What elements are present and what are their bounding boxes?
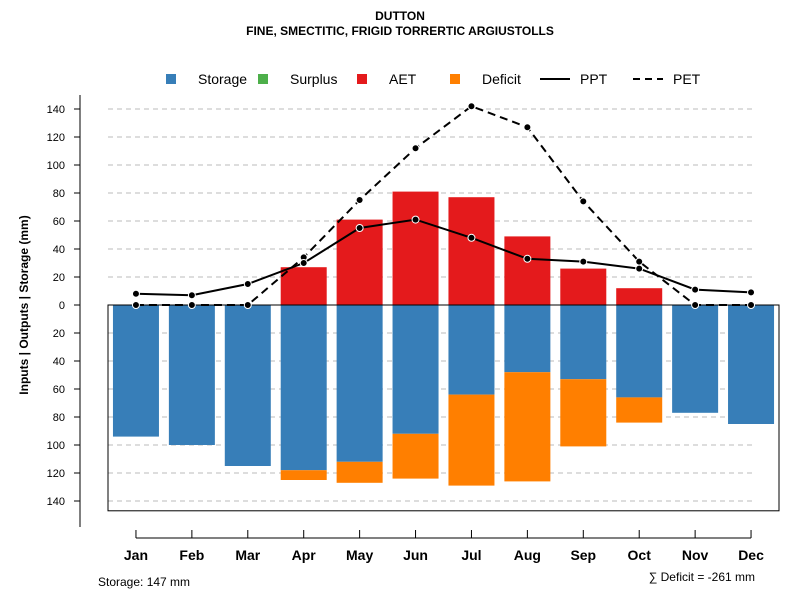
ppt-line <box>135 218 752 297</box>
legend-label: Deficit <box>482 71 521 87</box>
y-tick-label: 80 <box>53 188 65 200</box>
storage-bar <box>392 305 439 434</box>
aet-bar <box>392 191 439 305</box>
pet-point <box>579 197 588 206</box>
aet-bar <box>280 267 327 305</box>
y-tick-label: 100 <box>47 440 65 452</box>
ppt-point <box>747 288 756 297</box>
storage-bar <box>336 305 383 462</box>
storage-bar <box>224 305 271 466</box>
ppt-point <box>355 224 364 232</box>
x-tick-label: May <box>346 547 373 563</box>
legend-label: AET <box>389 71 417 87</box>
pet-point <box>187 301 196 309</box>
legend-swatch <box>357 74 367 84</box>
pet-point <box>523 123 532 132</box>
x-tick-label: Jan <box>124 547 148 563</box>
y-tick-label: 120 <box>47 132 65 144</box>
ppt-point <box>635 264 644 273</box>
aet-bar <box>336 219 383 305</box>
x-tick-label: Apr <box>292 547 317 563</box>
pet-point <box>131 301 140 309</box>
pet-point <box>691 301 700 309</box>
y-tick-label: 60 <box>53 216 65 228</box>
chart-subtitle: FINE, SMECTITIC, FRIGID TORRERTIC ARGIUS… <box>246 24 554 38</box>
ppt-point <box>579 257 588 266</box>
ppt-point <box>243 280 252 288</box>
aet-bar <box>560 268 607 305</box>
y-tick-label: 120 <box>47 468 65 480</box>
legend-label: PET <box>673 71 701 87</box>
legend-swatch <box>166 74 176 84</box>
pet-point <box>635 257 644 266</box>
y-tick-label: 0 <box>59 300 65 312</box>
deficit-bar <box>560 379 607 447</box>
y-tick-label: 20 <box>53 272 65 284</box>
ppt-point <box>411 215 420 224</box>
x-tick-label: Mar <box>235 547 260 563</box>
pet-point <box>243 301 252 309</box>
y-tick-label: 140 <box>47 496 65 508</box>
storage-bar <box>560 305 607 380</box>
y-tick-label: 80 <box>53 412 65 424</box>
ppt-point <box>131 289 140 298</box>
aet-bar <box>616 288 663 305</box>
storage-bar <box>112 305 159 437</box>
x-tick-label: Dec <box>738 547 764 563</box>
ppt-point <box>467 233 476 242</box>
ppt-point <box>691 285 700 294</box>
storage-bar <box>448 305 495 395</box>
pet-point <box>747 301 756 309</box>
y-tick-label: 40 <box>53 244 65 256</box>
storage-note: Storage: 147 mm <box>98 575 191 589</box>
ppt-point <box>299 259 308 267</box>
y-tick-label: 60 <box>53 384 65 396</box>
y-tick-label: 20 <box>53 328 65 340</box>
y-tick-label: 100 <box>47 160 65 172</box>
x-tick-label: Feb <box>179 547 204 563</box>
x-tick-label: Sep <box>570 547 596 563</box>
x-tick-label: Aug <box>514 547 541 563</box>
deficit-note: ∑ Deficit = -261 mm <box>648 570 755 584</box>
aet-bar <box>448 197 495 305</box>
deficit-bar <box>448 394 495 486</box>
legend-label: Storage <box>198 71 247 87</box>
storage-bar <box>672 305 719 413</box>
aet-bar <box>504 236 551 305</box>
legend-label: Surplus <box>290 71 337 87</box>
y-axis-label: Inputs | Outputs | Storage (mm) <box>17 215 31 394</box>
storage-bar <box>504 305 551 373</box>
ppt-point <box>187 291 196 300</box>
x-tick-label: Oct <box>628 547 652 563</box>
storage-bar <box>280 305 327 471</box>
deficit-bar <box>392 433 439 479</box>
pet-point <box>467 102 476 111</box>
storage-bar <box>168 305 215 445</box>
x-tick-label: Jun <box>403 547 428 563</box>
ppt-point <box>523 254 532 263</box>
deficit-bar <box>280 470 327 480</box>
storage-bar <box>616 305 663 398</box>
y-tick-label: 40 <box>53 356 65 368</box>
y-tick-label: 140 <box>47 104 65 116</box>
storage-bar <box>728 305 775 424</box>
deficit-bar <box>504 372 551 482</box>
chart-title: DUTTON <box>375 9 425 23</box>
x-tick-label: Nov <box>682 547 709 563</box>
pet-point <box>411 144 420 153</box>
legend-swatch <box>450 74 460 84</box>
x-tick-label: Jul <box>461 547 481 563</box>
pet-point <box>355 196 364 204</box>
deficit-bar <box>336 461 383 483</box>
legend-swatch <box>258 74 268 84</box>
deficit-bar <box>616 397 663 423</box>
legend-label: PPT <box>580 71 608 87</box>
